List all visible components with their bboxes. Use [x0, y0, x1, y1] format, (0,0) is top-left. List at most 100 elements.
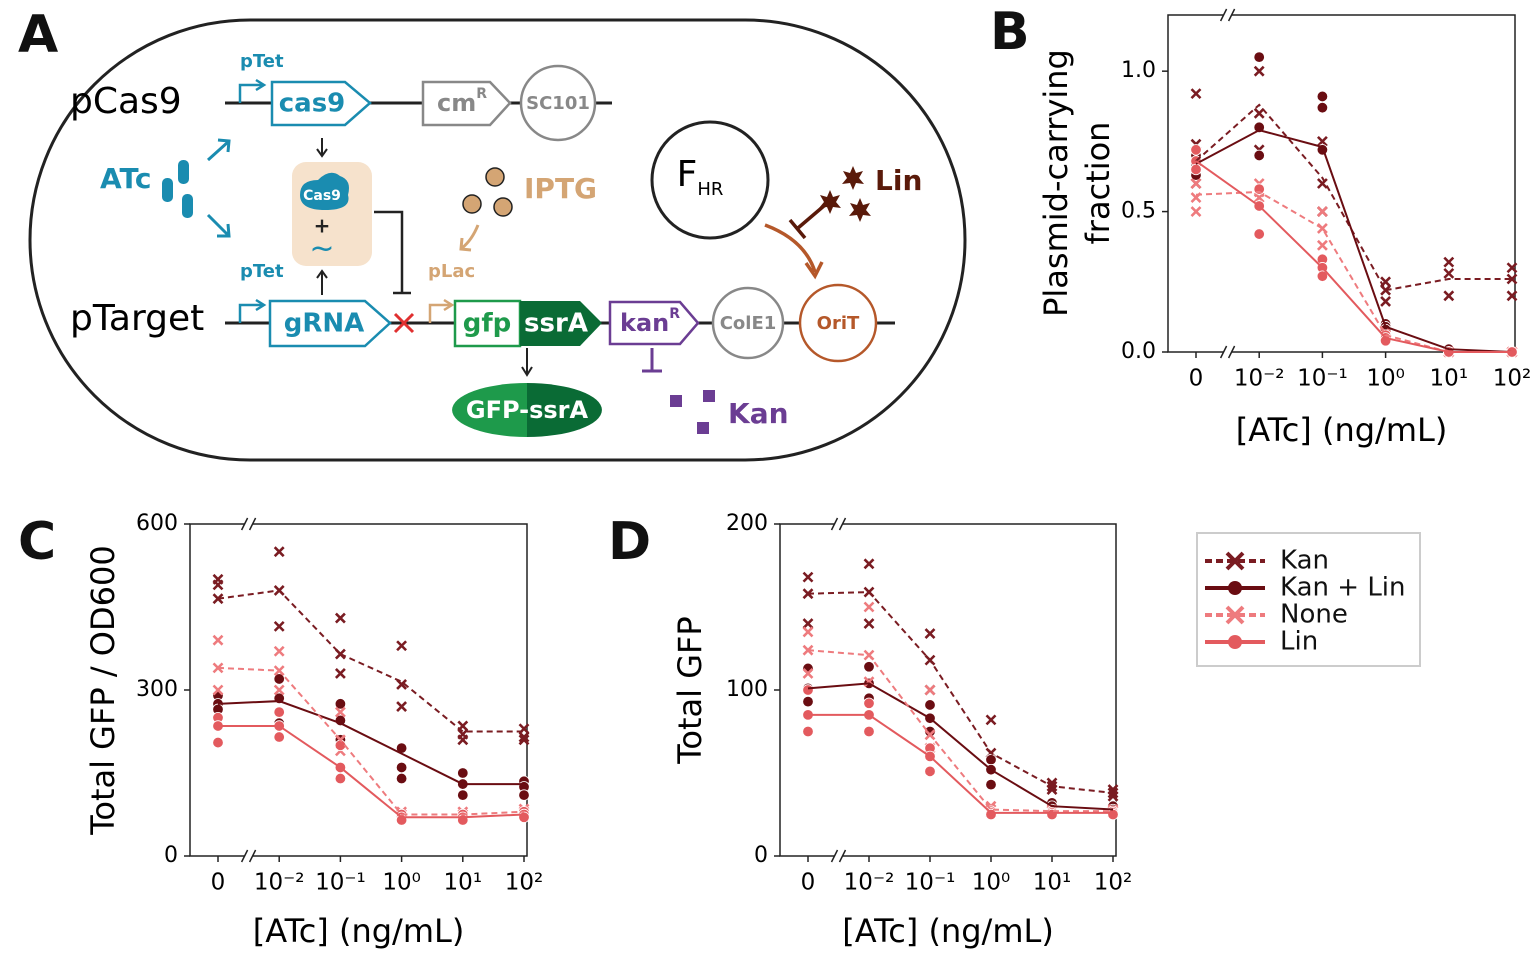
- fhr-circle: [650, 120, 770, 240]
- replicate-point: [985, 754, 997, 766]
- replicate-point: [273, 620, 285, 632]
- mean-line: [217, 666, 525, 816]
- mean-line: [808, 713, 1113, 814]
- replicate-point: [273, 706, 285, 718]
- molecule: [697, 422, 709, 434]
- molecule: [493, 197, 513, 217]
- replicate-point: [395, 772, 408, 785]
- cell-outline: [28, 18, 967, 462]
- axis-break-gap: [1223, 349, 1232, 355]
- replicate-point: [802, 571, 814, 583]
- arrowhead: [255, 298, 267, 312]
- replicate-point: [1316, 270, 1329, 282]
- replicate-point: [802, 626, 814, 638]
- chart: 0 100 200 0 10⁻² 10⁻¹ 10⁰ 10¹ 10² D Total GFP [ATc]…: [608, 511, 1132, 950]
- x-tick-label: 0: [1189, 366, 1204, 392]
- mean-line: [807, 682, 1114, 811]
- rna-symbol: ~: [309, 232, 334, 267]
- promoter-label: pTet: [240, 261, 284, 282]
- replicate-point: [273, 684, 285, 696]
- replicate-point: [1253, 65, 1265, 77]
- replicate-point: [1253, 192, 1265, 203]
- arrow: [459, 224, 480, 252]
- gene-box: [608, 300, 700, 346]
- replicate-point: [1380, 296, 1392, 307]
- diagram: A pCas9 pTet cas9 cmR SC101 ATc Cas9 + ~: [18, 5, 967, 462]
- x-tick-label: 10⁻¹: [905, 870, 956, 896]
- x-axis-label: [ATc] (ng/mL): [253, 912, 465, 950]
- y-tick-label: 100: [726, 677, 768, 702]
- replicate-point: [396, 679, 408, 690]
- promoter-arrow: [428, 303, 450, 323]
- x-tick-label: 10¹: [444, 870, 483, 896]
- lin-molecules: [819, 166, 871, 222]
- y-axis-label: Total GFP: [671, 616, 709, 764]
- drug-label: Kan: [728, 397, 789, 430]
- x-tick-label: 10⁰: [1366, 366, 1405, 392]
- replicate-point: [863, 618, 875, 630]
- replicate-point: [212, 684, 224, 696]
- cas9-shape: [300, 172, 349, 210]
- fhr-label: FHR: [677, 154, 724, 200]
- x-tick-label: 10²: [505, 870, 544, 896]
- gene-box: [421, 80, 512, 127]
- promoter-arrow: [238, 303, 262, 323]
- axis-break-gap: [244, 521, 253, 527]
- legend-label: None: [1280, 600, 1348, 630]
- orit-label: OriT: [817, 313, 860, 334]
- y-tick-label: 300: [136, 677, 178, 702]
- replicate-point: [518, 811, 530, 823]
- replicate-point: [924, 725, 936, 738]
- axis-break-gap: [834, 521, 843, 527]
- legend-label: Kan + Lin: [1280, 573, 1406, 603]
- molecule: [849, 198, 871, 222]
- axis-break-gap: [1223, 12, 1232, 18]
- tag-box: [520, 301, 602, 346]
- gene-label: cm: [437, 89, 476, 117]
- mean-line: [1195, 190, 1512, 353]
- y-axis-label: Total GFP / OD600: [84, 545, 122, 835]
- replicate-point: [802, 667, 814, 679]
- gene-box: [270, 80, 372, 127]
- promoter-label: pLac: [428, 261, 475, 282]
- inhibition: [642, 348, 662, 373]
- inducer-label: ATc: [100, 162, 151, 195]
- gene-label: gfp: [463, 309, 512, 339]
- replicate-point: [802, 725, 814, 738]
- y-tick-label: 200: [726, 511, 768, 536]
- axis-break: [240, 849, 257, 863]
- legend-label: Lin: [1280, 627, 1318, 657]
- tag-label: ssrA: [524, 309, 588, 339]
- arrow: [316, 138, 328, 158]
- replicate-point: [1506, 262, 1518, 274]
- superscript: R: [669, 306, 680, 322]
- replicate-point: [212, 579, 224, 591]
- mean-line: [1195, 129, 1513, 353]
- replicate-point: [863, 558, 875, 570]
- arrow: [206, 213, 231, 238]
- y-tick-label: 0.0: [1121, 339, 1156, 364]
- replicate-point: [1316, 101, 1329, 114]
- plus: +: [314, 214, 331, 238]
- replicate-point: [802, 684, 814, 696]
- replicate-point: [1316, 239, 1328, 251]
- product-right: [527, 383, 602, 437]
- replicate-point: [924, 628, 936, 639]
- replicate-point: [1316, 223, 1328, 234]
- mean-line: [807, 649, 1113, 813]
- mean-line: [1195, 103, 1512, 292]
- y-tick-label: 1.0: [1121, 58, 1156, 83]
- inducer-label: IPTG: [524, 172, 597, 205]
- replicate-point: [334, 667, 346, 679]
- replicate-point: [985, 808, 997, 821]
- mean-line: [218, 724, 525, 819]
- replicate-point: [1316, 178, 1328, 189]
- y-axis-label: Plasmid-carrying: [1037, 49, 1075, 317]
- mean-line: [217, 589, 524, 733]
- x-axis-label: [ATc] (ng/mL): [842, 912, 1054, 950]
- replicate-point: [1443, 267, 1455, 279]
- x-tick-label: 10⁻²: [844, 870, 895, 896]
- molecule: [819, 190, 841, 214]
